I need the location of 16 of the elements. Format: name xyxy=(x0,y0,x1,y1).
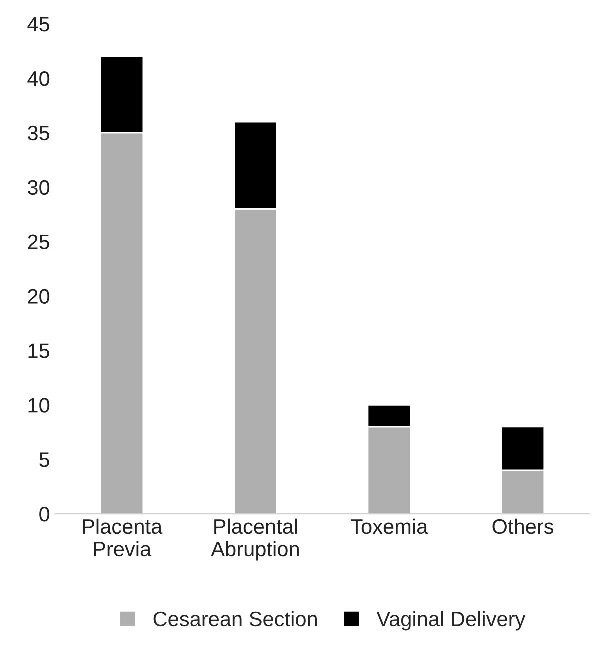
legend-label: Vaginal Delivery xyxy=(376,611,526,631)
y-tick-label: 0 xyxy=(40,507,50,522)
legend-label: Cesarean Section xyxy=(154,611,318,627)
y-tick-label: 40 xyxy=(28,71,50,86)
x-tick-label: Placental Abruption xyxy=(211,518,299,561)
y-tick-label: 25 xyxy=(28,234,50,250)
y-tick-label: 20 xyxy=(28,289,50,304)
y-tick-label: 30 xyxy=(28,180,50,196)
y-tick-label: 15 xyxy=(28,344,50,358)
y-tick-label: 10 xyxy=(28,398,50,413)
y-tick-label: 45 xyxy=(28,17,50,32)
x-tick-label: Placenta Previa xyxy=(83,518,163,557)
y-tick-label: 5 xyxy=(40,452,50,468)
y-tick-label: 35 xyxy=(28,126,50,141)
x-tick-label: Toxemia xyxy=(351,518,428,534)
x-tick-label: Others xyxy=(492,518,554,534)
